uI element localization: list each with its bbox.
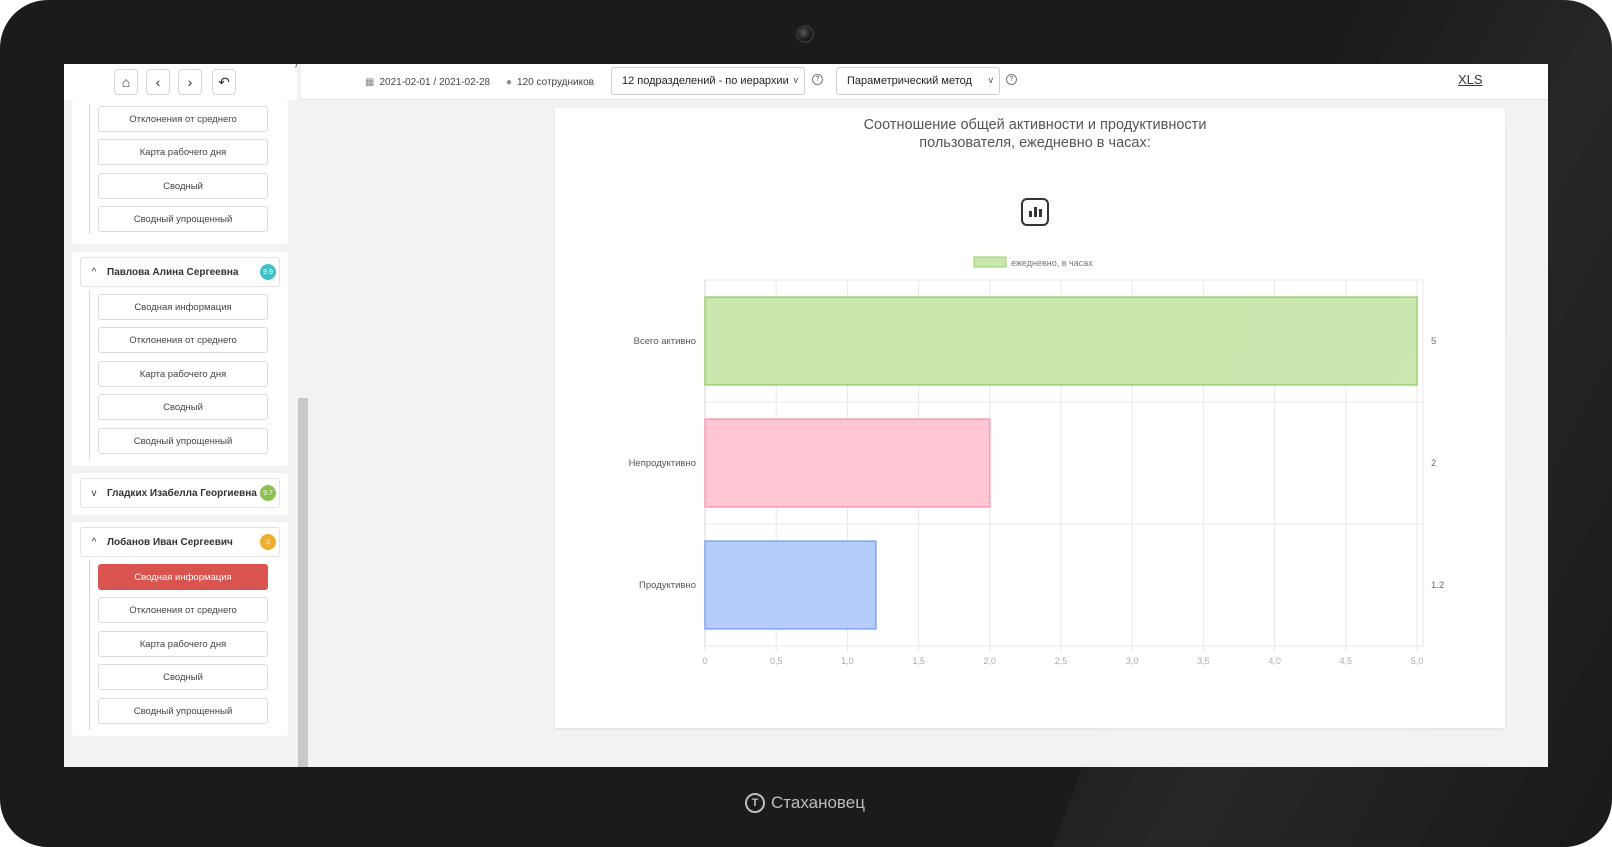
- sidebar-item-workday-map[interactable]: Карта рабочего дня: [98, 139, 268, 165]
- chevron-up-icon: ^: [91, 266, 97, 278]
- tree-line: [89, 104, 90, 234]
- sidebar-item-overview[interactable]: Сводная информация: [98, 294, 268, 320]
- undo-icon[interactable]: ↶: [212, 69, 236, 95]
- tree-line: [89, 560, 90, 730]
- department-select[interactable]: 12 подразделений - по иерархии v: [611, 67, 805, 95]
- legend-label: ежедневно, в часах: [1011, 258, 1093, 268]
- bar: [704, 418, 991, 508]
- x-tick-label: 0: [702, 656, 707, 666]
- group-card-previous: Отклонения от среднего Карта рабочего дн…: [72, 100, 288, 244]
- chevron-down-icon: v: [793, 75, 799, 85]
- sidebar-item-summary[interactable]: Сводный: [98, 394, 268, 420]
- sidebar-item-summary[interactable]: Сводный: [98, 664, 268, 690]
- sidebar: ⌂ ‹ › ↶ × Отклонения от среднего Карта р…: [64, 64, 309, 767]
- data-label: 2: [1431, 458, 1436, 469]
- bar-chart-icon[interactable]: [1021, 198, 1049, 226]
- back-icon[interactable]: ‹: [146, 69, 170, 95]
- sidebar-item-summary-simple[interactable]: Сводный упрощенный: [98, 428, 268, 454]
- period-label: 2021-02-01 / 2021-02-28: [379, 76, 491, 88]
- score-badge: 9.9: [260, 264, 276, 280]
- x-tick-label: 3,5: [1197, 656, 1210, 666]
- group-header-lobanov[interactable]: ^ Лобанов Иван Сергеевич 3: [80, 527, 280, 557]
- sidebar-item-deviations[interactable]: Отклонения от среднего: [98, 597, 268, 623]
- employees-count[interactable]: ● 120 сотрудников: [506, 64, 594, 100]
- chevron-down-icon: v: [988, 75, 994, 85]
- sidebar-item-summary-simple[interactable]: Сводный упрощенный: [98, 206, 268, 232]
- sidebar-item-summary-simple[interactable]: Сводный упрощенный: [98, 698, 268, 724]
- group-card-pavlova: ^ Павлова Алина Сергеевна 9.9 Сводная ин…: [72, 252, 288, 466]
- user-icon: ●: [506, 76, 513, 88]
- brand-name: Стахановец: [771, 793, 865, 812]
- forward-icon[interactable]: ›: [178, 69, 202, 95]
- bar: [704, 296, 1418, 386]
- employee-name: Лобанов Иван Сергеевич: [107, 536, 233, 548]
- sidebar-item-workday-map[interactable]: Карта рабочего дня: [98, 361, 268, 387]
- group-header-pavlova[interactable]: ^ Павлова Алина Сергеевна 9.9: [80, 257, 280, 287]
- sidebar-item-workday-map[interactable]: Карта рабочего дня: [98, 631, 268, 657]
- employees-label: 120 сотрудников: [517, 76, 594, 88]
- brand-logo-icon: T: [745, 793, 765, 813]
- chevron-down-icon: v: [91, 487, 97, 499]
- x-tick-label: 5,0: [1411, 656, 1424, 666]
- period-range[interactable]: ▦ 2021-02-01 / 2021-02-28: [365, 64, 490, 100]
- category-label: Непродуктивно: [629, 458, 696, 469]
- bar: [704, 540, 877, 630]
- method-select-value: Параметрический метод: [847, 75, 972, 87]
- brand: T Стахановец: [745, 793, 865, 813]
- x-tick-label: 2,0: [984, 656, 997, 666]
- help-icon[interactable]: ?: [1006, 74, 1017, 85]
- group-card-gladkikh: v Гладких Изабелла Георгиевна 9.7: [72, 473, 288, 515]
- group-card-lobanov: ^ Лобанов Иван Сергеевич 3 Сводная инфор…: [72, 522, 288, 736]
- sidebar-scrollbar-thumb[interactable]: [298, 398, 308, 767]
- data-label: 5: [1431, 336, 1436, 347]
- legend-swatch: [973, 256, 1007, 268]
- sidebar-item-deviations[interactable]: Отклонения от среднего: [98, 327, 268, 353]
- sidebar-item-summary[interactable]: Сводный: [98, 173, 268, 199]
- employee-name: Гладких Изабелла Георгиевна: [107, 487, 257, 499]
- x-tick-label: 4,0: [1268, 656, 1281, 666]
- tree-line: [89, 290, 90, 460]
- home-icon[interactable]: ⌂: [114, 69, 138, 95]
- sidebar-item-deviations[interactable]: Отклонения от среднего: [98, 106, 268, 132]
- chevron-up-icon: ^: [91, 536, 97, 548]
- xls-export-link[interactable]: XLS: [1458, 72, 1483, 87]
- employee-name: Павлова Алина Сергеевна: [107, 266, 239, 278]
- bar-chart: 0 0,5 1,0 1,5 2,0 2,5 3,0 3,5 4,0 4,5 5,0 Всего акт…: [629, 256, 1444, 666]
- sidebar-item-overview-active[interactable]: Сводная информация: [98, 564, 268, 590]
- x-tick-label: 1,0: [841, 656, 854, 666]
- group-header-gladkikh[interactable]: v Гладких Изабелла Георгиевна 9.7: [80, 478, 280, 508]
- x-tick-label: 0,5: [770, 656, 783, 666]
- data-label: 1.2: [1431, 580, 1444, 591]
- top-toolbar: ▦ 2021-02-01 / 2021-02-28 ● 120 сотрудни…: [301, 64, 1548, 100]
- x-tick-label: 4,5: [1340, 656, 1353, 666]
- score-badge: 9.7: [260, 485, 276, 501]
- camera-icon: [796, 25, 814, 43]
- nav-bar: ⌂ ‹ › ↶: [64, 64, 297, 100]
- category-label: Всего активно: [634, 336, 696, 347]
- score-badge: 3: [260, 534, 276, 550]
- help-icon[interactable]: ?: [812, 74, 823, 85]
- x-tick-label: 3,0: [1126, 656, 1139, 666]
- method-select[interactable]: Параметрический метод v: [836, 67, 1000, 95]
- report-panel: Соотношение общей активности и продуктив…: [555, 108, 1505, 728]
- chart-title: Соотношение общей активности и продуктив…: [863, 117, 1207, 151]
- x-tick-label: 1,5: [912, 656, 925, 666]
- x-tick-label: 2,5: [1055, 656, 1068, 666]
- app-screen: ⌂ ‹ › ↶ × Отклонения от среднего Карта р…: [64, 64, 1548, 767]
- calendar-icon: ▦: [365, 76, 375, 88]
- category-label: Продуктивно: [639, 580, 696, 591]
- department-select-value: 12 подразделений - по иерархии: [622, 75, 789, 87]
